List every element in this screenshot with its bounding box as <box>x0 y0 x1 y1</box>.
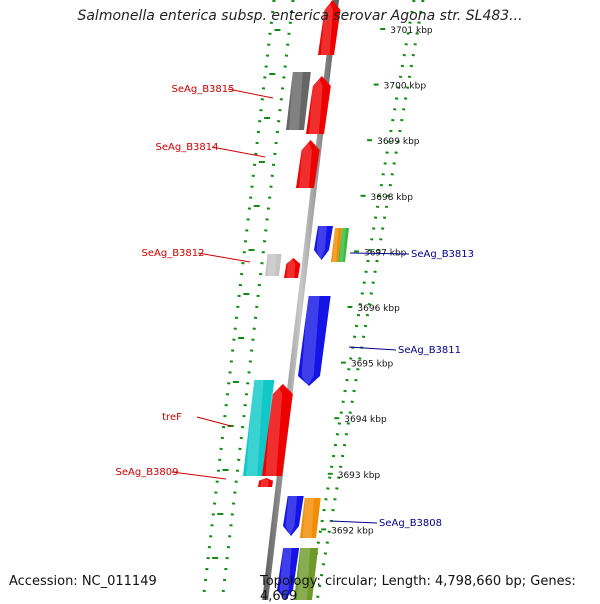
gene-SeAg_B3809-body <box>262 384 293 476</box>
scale-tick-label: 3694 kbp <box>344 415 387 425</box>
gene-green-small-highlight <box>339 228 346 262</box>
gene-red-small-highlight <box>286 258 296 278</box>
gene-red-tiny <box>258 478 274 487</box>
gene-SeAg_B3808 <box>300 498 321 538</box>
gene-SeAg_B3811 <box>298 296 331 386</box>
scale-tick-label: 3693 kbp <box>338 471 381 481</box>
map-title: Salmonella enterica subsp. enterica sero… <box>77 8 523 24</box>
inner-ring-right <box>306 0 416 600</box>
gene-olive-bottom-highlight <box>296 548 311 600</box>
gene-label: SeAg_B3813 <box>411 249 474 260</box>
scale-tick-label: 3699 kbp <box>377 137 420 147</box>
outer-ring-left <box>201 0 276 600</box>
gene-treF <box>243 380 275 476</box>
gene-label: SeAg_B3808 <box>379 518 442 529</box>
gene-blue-bottom <box>277 548 300 600</box>
label-leader-line <box>349 252 410 255</box>
gene-SeAg_B3815-body <box>306 76 331 134</box>
gene-label: SeAg_B3814 <box>156 142 219 153</box>
gene-gray <box>286 72 311 130</box>
gene-SeAg_B3811-body <box>298 296 331 386</box>
inner-ring-left <box>220 0 295 600</box>
gene-SeAg_B3815 <box>306 76 331 134</box>
scale-tick-label: 3701 kbp <box>390 26 433 36</box>
gene-SeAg_B3812-highlight <box>267 254 277 276</box>
gene-SeAg_B3814-highlight <box>298 140 313 188</box>
gene-SeAg_B3811-highlight <box>301 296 320 386</box>
gene-orange-small <box>331 228 343 262</box>
gene-label: treF <box>162 412 182 423</box>
gene-blue-bottom-body <box>277 548 300 600</box>
gene-label: SeAg_B3811 <box>398 345 461 356</box>
gene-label: SeAg_B3809 <box>116 467 179 478</box>
gene-gray-highlight <box>288 72 303 130</box>
label-leader-line <box>171 471 227 480</box>
gene-SeAg_B3815-highlight <box>309 76 323 134</box>
gene-red-top <box>318 0 341 55</box>
scale-tick-label: 3698 kbp <box>371 193 414 203</box>
gene-SeAg_B3808-body <box>300 498 321 538</box>
gene-red-tiny-highlight <box>260 478 269 487</box>
scale-tick-label: 3696 kbp <box>357 304 400 314</box>
label-leader-line <box>227 88 274 99</box>
gene-label: SeAg_B3812 <box>142 248 205 259</box>
outer-ring-right <box>315 0 425 600</box>
gene-SeAg_B3813-blue-highlight <box>316 226 328 260</box>
gene-orange-small-highlight <box>332 228 339 262</box>
gene-green-small <box>338 228 350 262</box>
gene-red-small-body <box>284 258 301 278</box>
gene-blue-lower-body <box>283 496 304 536</box>
gene-olive-bottom-body <box>294 548 319 600</box>
gene-SeAg_B3812-body <box>265 254 282 276</box>
gene-red-top-body <box>318 0 341 55</box>
scale-tick-label: 3695 kbp <box>351 360 394 370</box>
label-leader-line <box>197 252 251 263</box>
label-leader-line <box>211 146 266 158</box>
gene-red-small <box>284 258 301 278</box>
gene-SeAg_B3814 <box>296 140 320 188</box>
label-leader-line <box>330 520 378 524</box>
gene-SeAg_B3814-body <box>296 140 320 188</box>
gene-SeAg_B3809-highlight <box>265 384 283 476</box>
scale-tick-label: 3692 kbp <box>331 526 374 536</box>
gene-red-top-highlight <box>320 0 334 55</box>
label-leader-line <box>348 346 397 351</box>
gene-treF-body <box>243 380 275 476</box>
gene-SeAg_B3813-blue <box>314 226 334 260</box>
label-leader-line <box>196 416 232 427</box>
accession-text: Accession: NC_011149 <box>9 574 157 589</box>
gene-green-small-body <box>338 228 350 262</box>
gene-treF-highlight <box>246 380 264 476</box>
gene-blue-lower <box>283 496 304 536</box>
scale-tick-label: 3700 kbp <box>384 82 427 92</box>
gene-olive-bottom <box>294 548 319 600</box>
gene-blue-lower-highlight <box>285 496 298 536</box>
gene-blue-bottom-highlight <box>279 548 292 600</box>
gene-label: SeAg_B3815 <box>172 84 235 95</box>
gene-SeAg_B3813-blue-body <box>314 226 334 260</box>
gene-red-tiny-body <box>258 478 274 487</box>
gene-SeAg_B3808-highlight <box>302 498 315 538</box>
gene-orange-small-body <box>331 228 343 262</box>
gene-gray-body <box>286 72 311 130</box>
gene-SeAg_B3812 <box>265 254 282 276</box>
gene-SeAg_B3809 <box>262 384 293 476</box>
